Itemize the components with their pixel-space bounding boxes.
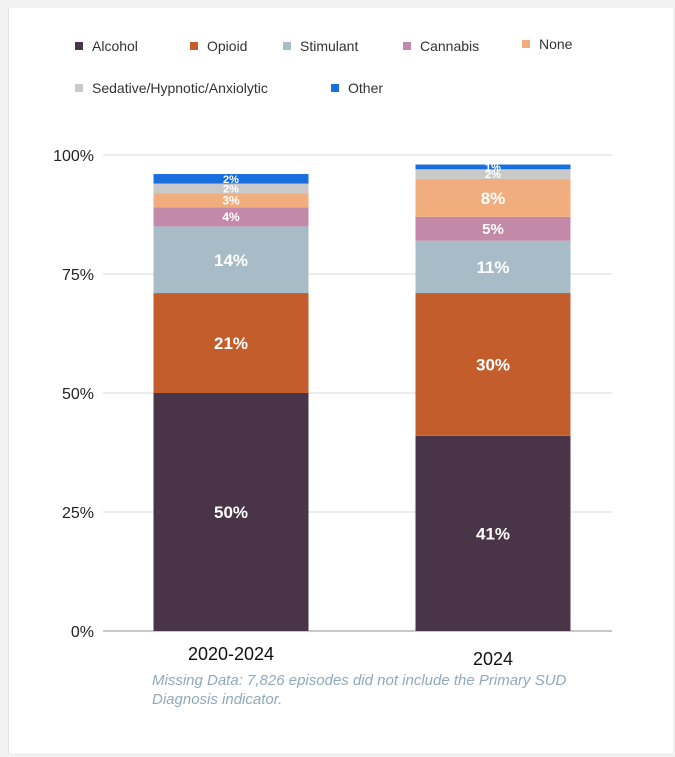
- y-tick-label: 75%: [62, 267, 94, 284]
- legend-label-cannabis: Cannabis: [420, 38, 479, 54]
- bar-segment-stimulant-2020-2024: [153, 226, 309, 294]
- data-label: 4%: [222, 210, 240, 224]
- missing-data-note: Missing Data: 7,826 episodes did not inc…: [152, 672, 567, 708]
- bar-segment-sedative-hypnotic-anxiolytic-2020-2024: [153, 183, 309, 194]
- bar-segment-none-2024: [415, 178, 571, 217]
- legend-swatch-opioid: [190, 42, 198, 50]
- bar-segment-none-2020-2024: [153, 193, 309, 208]
- bar-segment-other-2020-2024: [153, 174, 309, 184]
- bar-segment-cannabis-2024: [415, 216, 571, 241]
- legend-label-other: Other: [348, 80, 383, 96]
- y-tick-label: 25%: [62, 505, 94, 522]
- bar-segment-opioid-2024: [415, 293, 571, 436]
- x-category-label: 2024: [473, 649, 513, 669]
- y-tick-label: 50%: [62, 386, 94, 403]
- y-tick-label: 100%: [53, 148, 94, 165]
- data-label: 50%: [214, 503, 248, 522]
- data-label: 11%: [476, 258, 509, 277]
- y-tick-label: 0%: [71, 624, 94, 641]
- bar-segment-stimulant-2024: [415, 240, 571, 294]
- bar-segment-cannabis-2020-2024: [153, 207, 309, 227]
- legend-label-alcohol: Alcohol: [92, 38, 138, 54]
- data-label: 2%: [223, 183, 239, 195]
- bar-segment-alcohol-2024: [415, 435, 571, 631]
- bar-segment-alcohol-2020-2024: [153, 393, 309, 631]
- data-label: 30%: [476, 356, 510, 375]
- bar-segment-opioid-2020-2024: [153, 293, 309, 393]
- legend-swatch-alcohol: [75, 42, 83, 50]
- data-label: 3%: [222, 194, 240, 208]
- legend-swatch-other: [331, 84, 339, 92]
- legend-label-none: None: [539, 36, 573, 52]
- data-label: 2%: [485, 169, 501, 181]
- legend-swatch-none: [522, 40, 530, 48]
- legend-swatch-sedative-hypnotic-anxiolytic: [75, 84, 83, 92]
- data-label: 8%: [481, 189, 506, 208]
- data-label: 14%: [214, 251, 248, 270]
- x-category-label: 2020-2024: [188, 644, 274, 664]
- data-label: 1%: [485, 162, 501, 174]
- bar-segment-other-2024: [415, 164, 571, 170]
- legend-label-opioid: Opioid: [207, 38, 247, 54]
- data-label: 2%: [223, 174, 239, 186]
- legend-label-sedative-hypnotic-anxiolytic: Sedative/Hypnotic/Anxiolytic: [92, 80, 268, 96]
- legend-swatch-cannabis: [403, 42, 411, 50]
- data-label: 5%: [482, 221, 504, 238]
- legend-label-stimulant: Stimulant: [300, 38, 358, 54]
- data-label: 21%: [214, 334, 248, 353]
- bar-segment-sedative-hypnotic-anxiolytic-2024: [415, 169, 571, 179]
- legend-swatch-stimulant: [283, 42, 291, 50]
- data-label: 41%: [476, 525, 510, 544]
